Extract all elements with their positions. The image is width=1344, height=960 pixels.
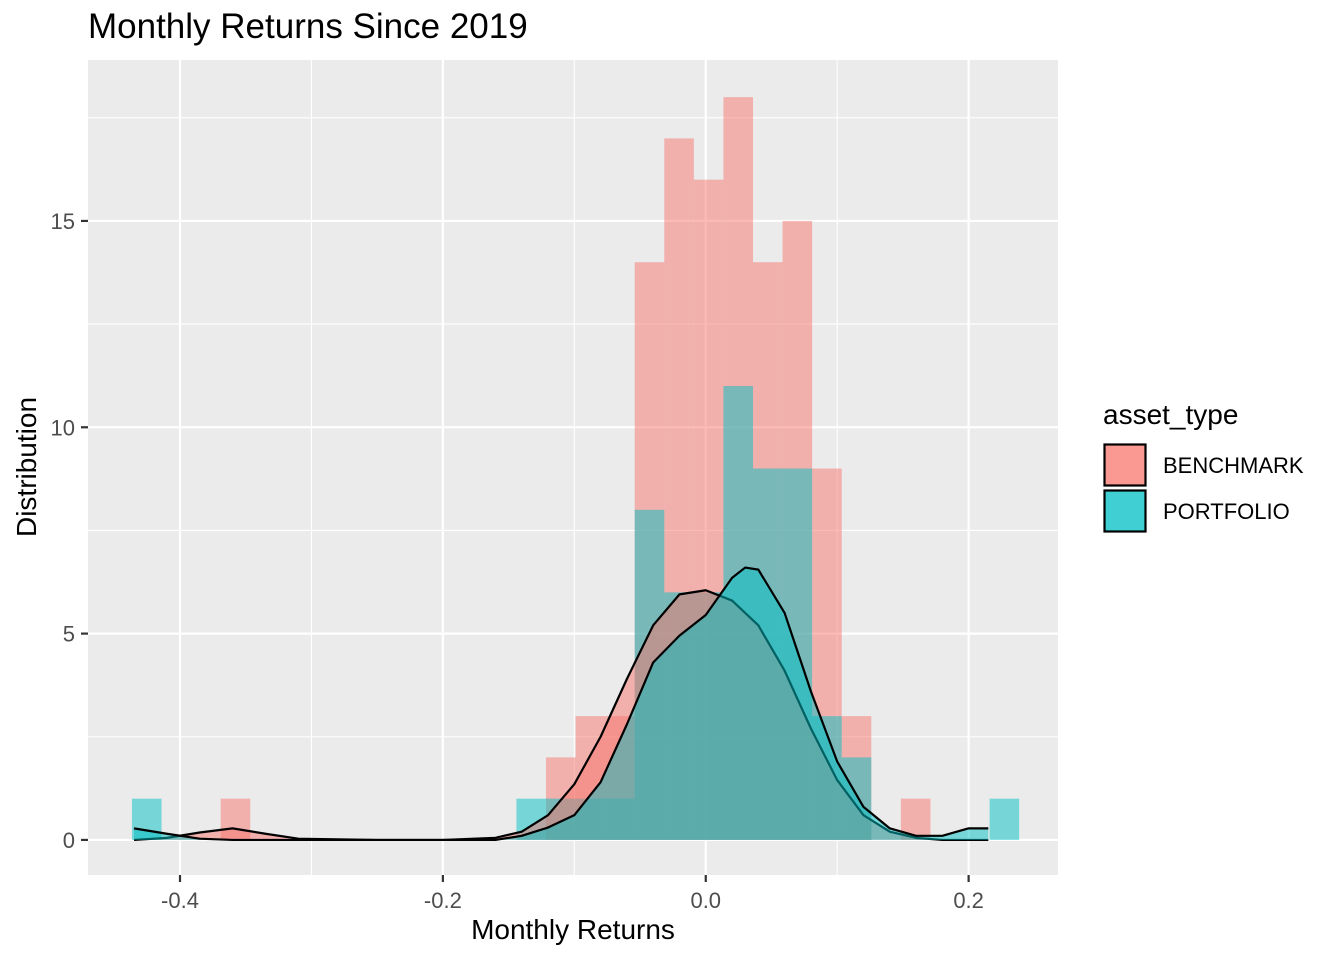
legend: asset_type BENCHMARK PORTFOLIO <box>1103 399 1304 533</box>
legend-label-benchmark: BENCHMARK <box>1163 453 1304 478</box>
minor-gridlines <box>88 60 1058 875</box>
y-axis: 0 5 10 15 <box>51 209 88 853</box>
y-axis-title: Distribution <box>11 397 42 537</box>
y-tick-label: 0 <box>63 828 75 853</box>
plot-panel <box>88 60 1058 875</box>
y-tick-label: 5 <box>63 622 75 647</box>
x-axis: -0.4 -0.2 0.0 0.2 <box>161 875 984 913</box>
density-line-portfolio <box>133 566 989 842</box>
chart-title: Monthly Returns Since 2019 <box>88 7 528 46</box>
y-tick-label: 10 <box>51 415 75 440</box>
legend-title: asset_type <box>1103 399 1238 430</box>
x-tick-label: 0.2 <box>953 888 984 913</box>
x-tick-label: -0.2 <box>424 888 462 913</box>
x-tick-label: -0.4 <box>161 888 199 913</box>
density-fill-portfolio <box>134 567 989 840</box>
legend-label-portfolio: PORTFOLIO <box>1163 499 1290 524</box>
x-axis-title: Monthly Returns <box>471 914 675 945</box>
legend-key-portfolio <box>1103 489 1147 533</box>
y-tick-label: 15 <box>51 209 75 234</box>
x-tick-label: 0.0 <box>690 888 721 913</box>
histogram-bar-portfolio <box>989 798 1020 840</box>
density-curves <box>133 566 989 842</box>
legend-key-benchmark <box>1103 443 1147 487</box>
